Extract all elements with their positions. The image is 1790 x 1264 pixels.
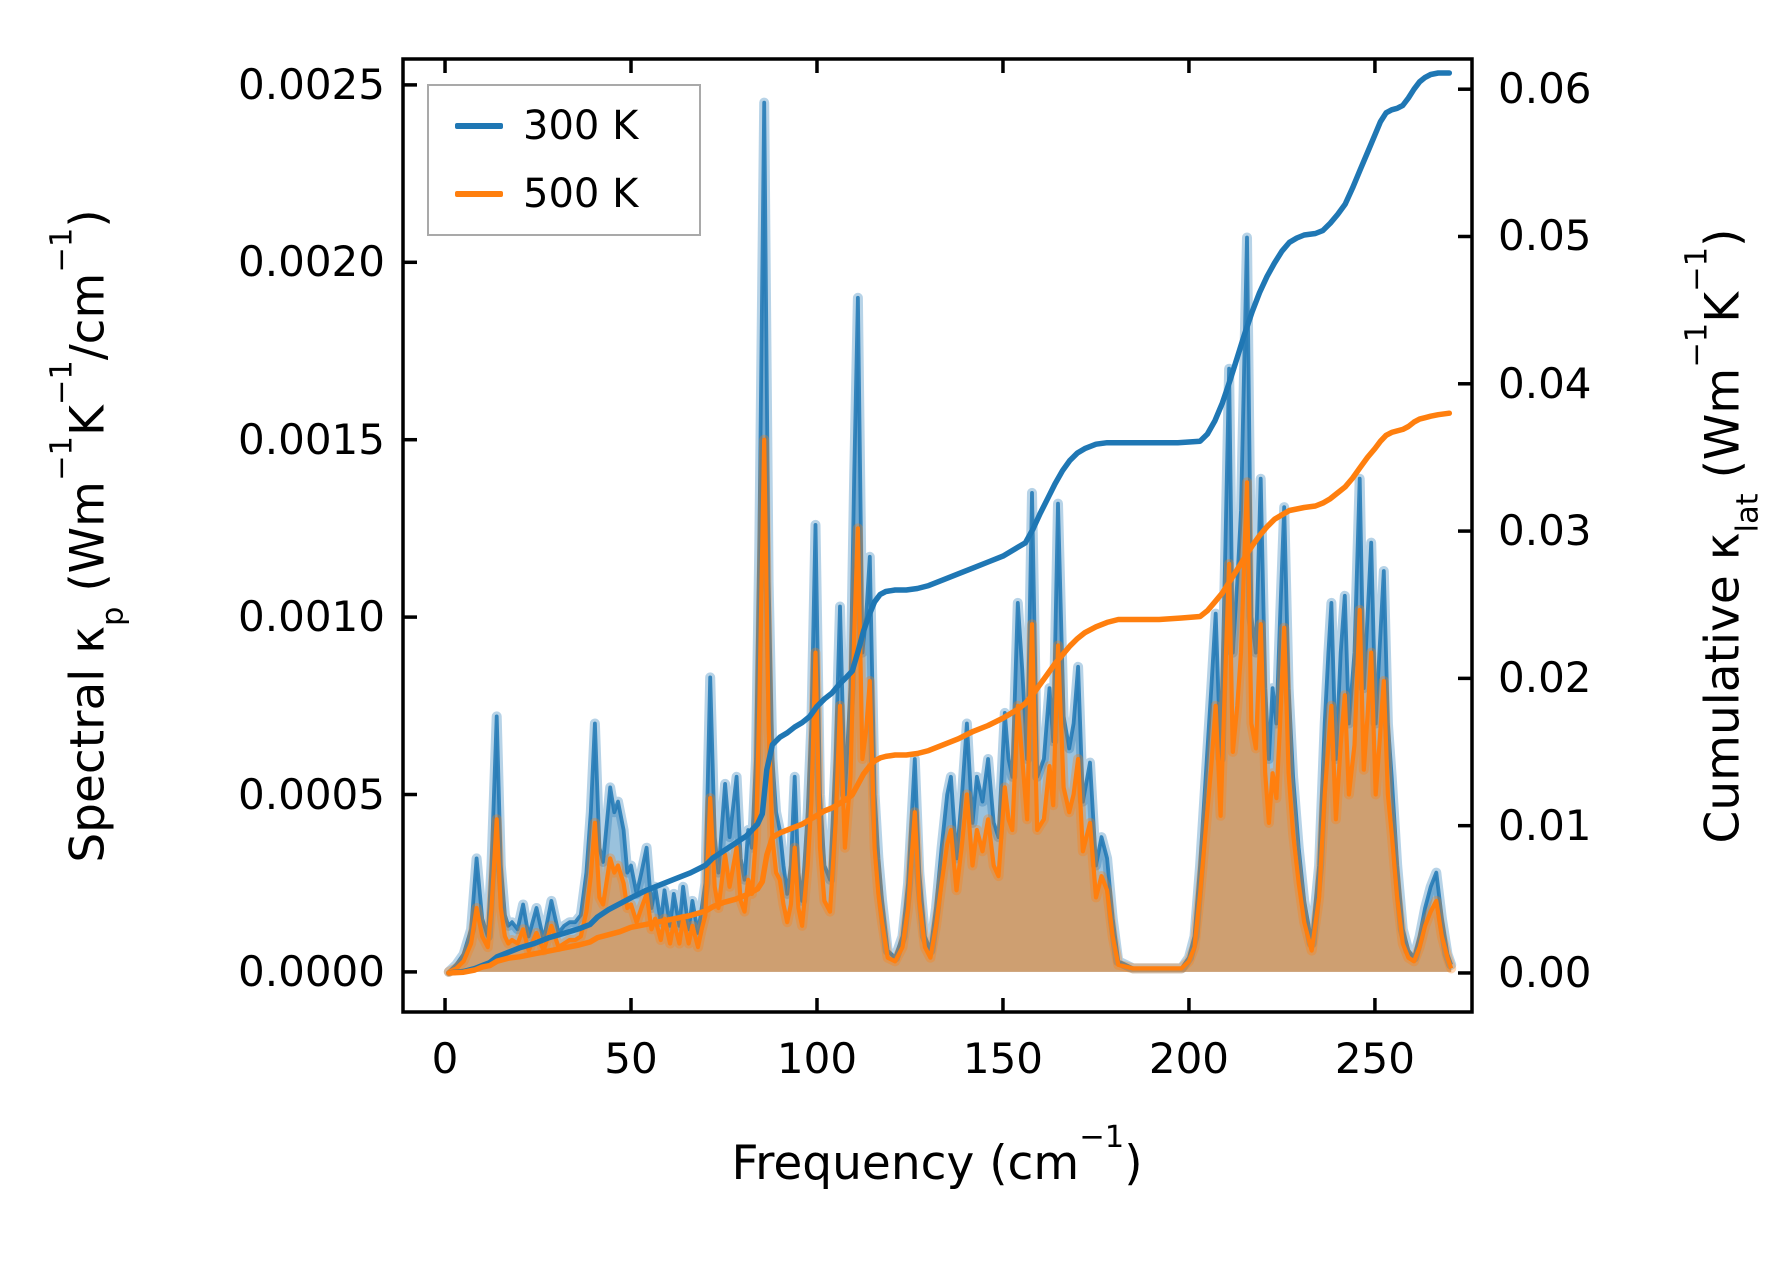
legend-item-500k: 500 K bbox=[455, 174, 699, 214]
left-y-tick-label: 0.0020 bbox=[238, 237, 385, 287]
right-y-tick-label: 0.03 bbox=[1498, 506, 1592, 556]
left-y-axis-label: Spectral κp (Wm−1K−1/cm−1) bbox=[44, 209, 131, 863]
x-tick-label: 0 bbox=[431, 1034, 459, 1083]
right-y-tick-label: 0.05 bbox=[1498, 211, 1592, 261]
x-axis-label: Frequency (cm−1) bbox=[731, 1120, 1143, 1191]
line-kp500 bbox=[447, 437, 1454, 974]
x-tick-label: 150 bbox=[962, 1034, 1044, 1083]
left-y-tick-label: 0.0005 bbox=[238, 769, 385, 819]
plot-frame bbox=[401, 57, 1474, 1014]
right-y-tick-label: 0.06 bbox=[1498, 64, 1592, 114]
right-y-tick-label: 0.00 bbox=[1498, 947, 1592, 997]
x-tick-label: 200 bbox=[1148, 1034, 1230, 1083]
legend-line-500k-icon bbox=[455, 191, 503, 197]
left-y-tick-label: 0.0010 bbox=[238, 592, 385, 642]
legend: 300 K 500 K bbox=[427, 84, 701, 236]
right-y-axis-label: Cumulative κlat (Wm−1K−1) bbox=[1679, 228, 1766, 844]
legend-label-300k: 300 K bbox=[523, 103, 639, 149]
legend-item-300k: 300 K bbox=[455, 106, 699, 146]
left-y-tick-label: 0.0015 bbox=[238, 414, 385, 464]
x-tick-label: 50 bbox=[604, 1034, 658, 1083]
right-y-tick-label: 0.04 bbox=[1498, 358, 1592, 408]
left-y-tick-label: 0.0025 bbox=[238, 59, 385, 109]
x-tick-label: 100 bbox=[776, 1034, 858, 1083]
line-cum300 bbox=[446, 70, 1453, 976]
legend-label-500k: 500 K bbox=[523, 171, 639, 217]
right-y-tick-label: 0.02 bbox=[1498, 653, 1592, 703]
line-cum500 bbox=[446, 410, 1453, 976]
right-y-tick-label: 0.01 bbox=[1498, 800, 1592, 850]
x-tick-label: 250 bbox=[1334, 1034, 1415, 1083]
left-y-tick-label: 0.0000 bbox=[238, 946, 385, 996]
legend-line-300k-icon bbox=[455, 123, 503, 129]
